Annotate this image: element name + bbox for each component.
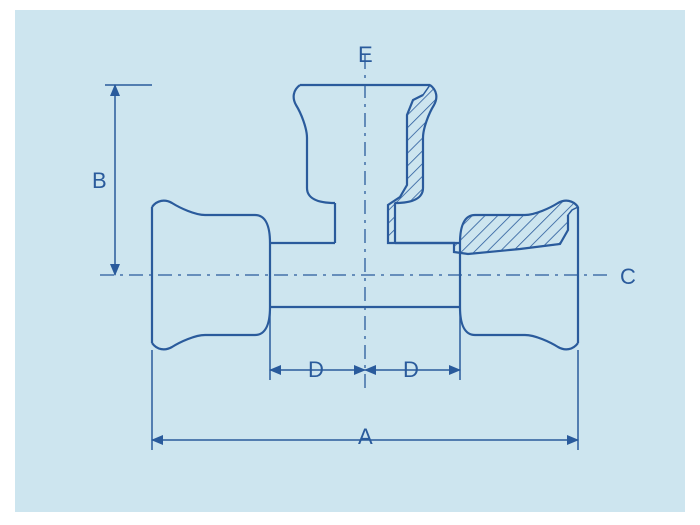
- drawing-svg: [0, 0, 700, 525]
- dim-label-d2: D: [403, 357, 419, 383]
- dim-label-d1: D: [308, 357, 324, 383]
- diagram-canvas: A B C D D E: [0, 0, 700, 525]
- dim-label-c: C: [620, 264, 636, 290]
- dim-label-a: A: [358, 424, 373, 450]
- dim-label-e: E: [358, 42, 373, 68]
- dim-label-b: B: [92, 168, 107, 194]
